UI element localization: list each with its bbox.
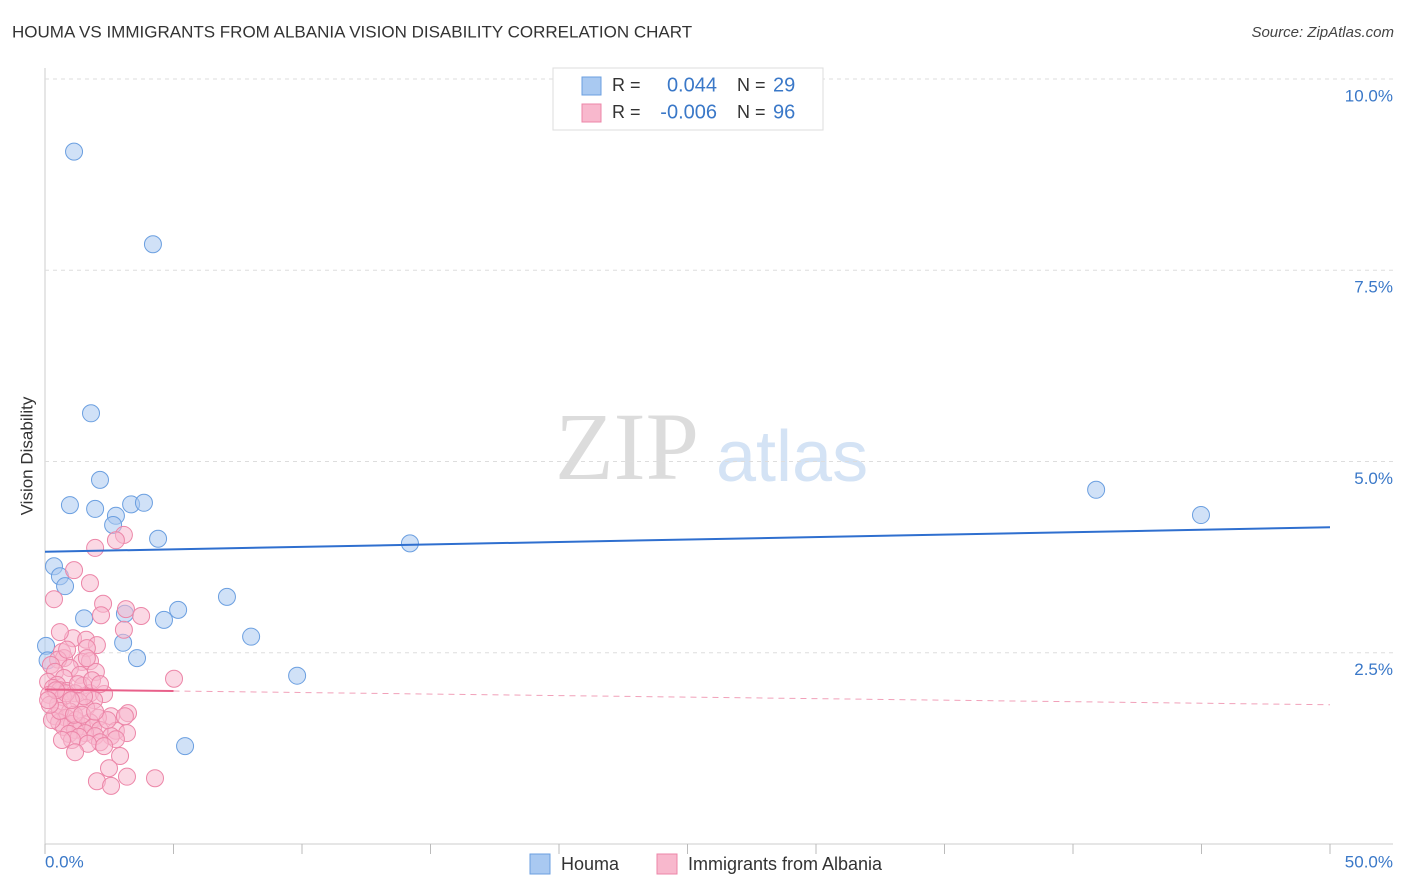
legend-swatch — [581, 103, 602, 123]
legend-label: N = — [737, 75, 766, 95]
legend-label: R = — [612, 102, 641, 122]
y-tick-label: 5.0% — [1354, 469, 1393, 488]
point — [90, 470, 109, 489]
legend-swatch — [656, 853, 678, 875]
source: Source: ZipAtlas.com — [1251, 24, 1394, 41]
point — [242, 627, 261, 646]
legend-value: 29 — [773, 74, 795, 96]
legend-swatch — [581, 76, 602, 96]
point — [60, 496, 79, 515]
point — [61, 691, 80, 710]
legend-value: 96 — [773, 101, 795, 123]
point — [92, 606, 111, 625]
legend-swatch — [529, 853, 551, 875]
point — [128, 649, 147, 668]
x-tick-label: 0.0% — [45, 852, 84, 871]
point — [98, 711, 117, 730]
point — [1087, 480, 1106, 499]
legend-label: N = — [737, 102, 766, 122]
point — [90, 675, 109, 694]
point — [116, 600, 135, 619]
point — [65, 561, 84, 580]
y-axis-label: Vision Disability — [17, 396, 36, 515]
y-tick-label: 2.5% — [1354, 660, 1393, 679]
legend-label: R = — [612, 75, 641, 95]
point — [176, 737, 195, 756]
point — [80, 574, 99, 593]
legend-label: Houma — [561, 854, 620, 874]
point — [132, 607, 151, 626]
trend-line — [44, 526, 1331, 553]
point — [99, 759, 118, 778]
point — [65, 142, 84, 161]
point — [95, 737, 114, 756]
point — [143, 235, 162, 254]
point — [114, 620, 133, 639]
point — [56, 577, 75, 596]
point — [86, 499, 105, 518]
point — [217, 587, 236, 606]
y-tick-label: 7.5% — [1354, 278, 1393, 297]
point — [400, 534, 419, 553]
point — [58, 640, 77, 659]
point — [115, 707, 134, 726]
point — [75, 609, 94, 628]
point — [134, 493, 153, 512]
point — [111, 747, 130, 766]
point — [86, 538, 105, 557]
watermark: ZIP — [555, 393, 699, 500]
point — [154, 610, 173, 629]
x-tick-label: 50.0% — [1345, 852, 1393, 871]
point — [145, 769, 164, 788]
legend-value: 0.044 — [667, 74, 717, 96]
point — [165, 669, 184, 688]
trend-line — [44, 688, 174, 692]
point — [66, 743, 85, 762]
point — [169, 600, 188, 619]
point — [288, 666, 307, 685]
watermark: atlas — [716, 417, 868, 497]
point — [149, 529, 168, 548]
chart-title: HOUMA VS IMMIGRANTS FROM ALBANIA VISION … — [12, 22, 692, 41]
point — [102, 776, 121, 795]
point — [1191, 506, 1210, 525]
point — [44, 590, 63, 609]
point — [77, 649, 96, 668]
point — [106, 531, 125, 550]
point — [117, 767, 136, 786]
trend-line — [173, 690, 1331, 706]
point — [82, 404, 101, 423]
point — [86, 702, 105, 721]
legend-label: Immigrants from Albania — [688, 854, 883, 874]
point — [52, 730, 71, 749]
y-tick-label: 10.0% — [1345, 86, 1393, 105]
point — [39, 691, 58, 710]
legend-value: -0.006 — [660, 101, 717, 123]
point — [50, 623, 69, 642]
